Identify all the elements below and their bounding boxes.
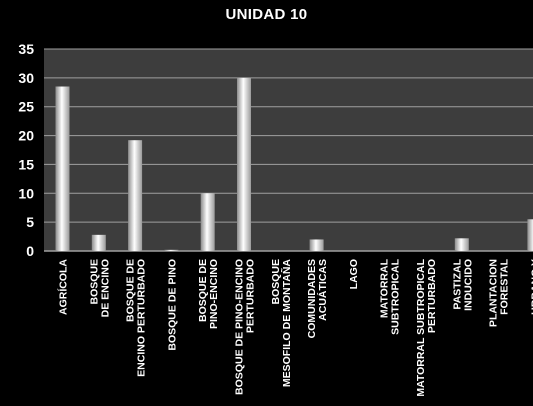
x-category-label: PASTIZALINDUCIDO [451,258,474,310]
bar [91,234,106,251]
x-category-label: LAGO [348,259,360,289]
chart-title: UNIDAD 10 [225,6,308,23]
x-category-label: BOSQUE DEENCINO PERTURBADO [125,259,148,377]
bar [309,239,324,251]
x-category-label: COMUNIDADESACUÁTICAS [306,259,329,338]
x-category-label: AGRÍCOLA [57,259,70,315]
y-tick-label: 15 [18,156,34,172]
plot-area [44,49,533,251]
y-tick-label: 0 [26,243,34,259]
y-tick-label: 10 [18,185,34,201]
bar [237,77,251,251]
x-category-label: BOSQUE DE PINO-ENCINOPERTURBADO [234,259,257,395]
bar [200,193,215,251]
bar [454,238,469,251]
x-category-label: BOSQUE DE PINO [166,259,178,351]
bar [128,140,143,251]
x-category-label: BOSQUEDE ENCINO [88,259,111,317]
x-category-label: MATORRAL SUBTROPICALPERTURBADO [415,258,438,396]
bar [55,86,70,251]
y-tick-label: 20 [18,128,34,144]
x-category-label: PLANTACIONFORESTAL [488,258,511,327]
y-tick-label: 25 [18,99,34,115]
y-tick-label: 30 [18,70,34,86]
bar [527,219,533,251]
x-category-label: MATORRALSUBTROPICAL [379,258,402,334]
x-category-label: BOSQUE DEPINO-ENCINO [197,259,220,329]
y-tick-label: 5 [26,214,34,230]
x-category-label: URBANO Y [529,259,533,315]
y-tick-label: 35 [18,41,34,57]
x-category-label: BOSQUEMESOFILO DE MONTAÑA [270,259,293,388]
bar [164,249,179,251]
